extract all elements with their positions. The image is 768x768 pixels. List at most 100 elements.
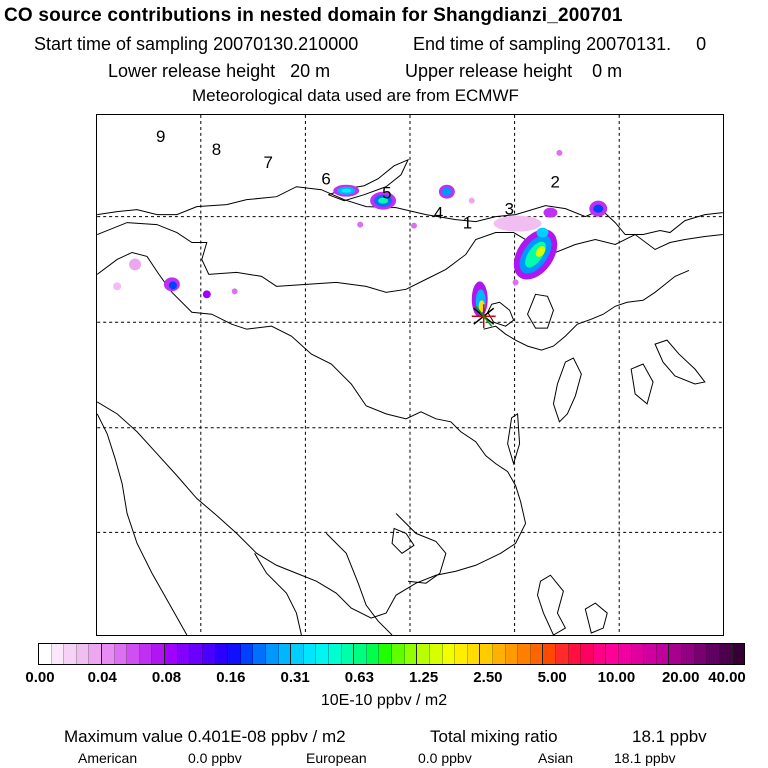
colorbar-segment bbox=[543, 644, 556, 664]
colorbar-segment bbox=[682, 644, 695, 664]
colorbar-segment bbox=[341, 644, 355, 664]
colorbar-segment bbox=[442, 644, 456, 664]
receptor-star-icon bbox=[471, 304, 496, 329]
colorbar-segment bbox=[417, 644, 430, 664]
colorbar-segment bbox=[492, 644, 506, 664]
colorbar-segment bbox=[316, 644, 330, 664]
total-mixing-label: Total mixing ratio bbox=[430, 727, 558, 746]
colorbar-tick-label: 0.04 bbox=[87, 669, 117, 686]
american-value: 0.0 ppbv bbox=[188, 750, 242, 766]
lower-release-height: Lower release height 20 m bbox=[108, 61, 331, 81]
colorbar-tick-label: 5.00 bbox=[537, 669, 567, 686]
colorbar-tick-label: 40.00 bbox=[708, 669, 746, 686]
colorbar-segment bbox=[39, 644, 52, 664]
colorbar-segment bbox=[76, 644, 90, 664]
colorbar-segment bbox=[593, 644, 607, 664]
colorbar-segment bbox=[228, 644, 241, 664]
region-label-1: 1 bbox=[463, 214, 472, 233]
colorbar-segment bbox=[379, 644, 393, 664]
blob-region-3 bbox=[493, 215, 542, 232]
colorbar-segment bbox=[202, 644, 216, 664]
region-label-5: 5 bbox=[382, 184, 391, 203]
colorbar-segment bbox=[480, 644, 493, 664]
colorbar-segment bbox=[366, 644, 380, 664]
colorbar-units: 10E-10 ppbv / m2 bbox=[320, 692, 448, 709]
colorbar-segment bbox=[64, 644, 77, 664]
colorbar-segment bbox=[114, 644, 128, 664]
colorbar-segment bbox=[505, 644, 519, 664]
colorbar-segment bbox=[606, 644, 620, 664]
sampling-start: Start time of sampling 20070130.210000 bbox=[34, 34, 359, 54]
region-label-4: 4 bbox=[434, 204, 443, 223]
colorbar-segment bbox=[644, 644, 657, 664]
colorbar-tick-label: 0.31 bbox=[280, 669, 310, 686]
total-mixing-value: 18.1 ppbv bbox=[632, 727, 707, 746]
colorbar-segment bbox=[631, 644, 645, 664]
colorbar-segment bbox=[429, 644, 443, 664]
colorbar-segment bbox=[619, 644, 632, 664]
colorbar-segment bbox=[291, 644, 304, 664]
colorbar-segment bbox=[303, 644, 317, 664]
colorbar-segment bbox=[694, 644, 708, 664]
colorbar-segment bbox=[215, 644, 229, 664]
colorbar-tick-label: 20.00 bbox=[661, 669, 700, 686]
colorbar-segment bbox=[253, 644, 266, 664]
colorbar-segment bbox=[568, 644, 582, 664]
american-label: American bbox=[78, 750, 138, 766]
colorbar-tick-label: 1.25 bbox=[409, 669, 439, 686]
concentration-blobs bbox=[113, 149, 608, 318]
region-labels: 9 8 7 6 5 4 1 3 2 bbox=[156, 127, 560, 233]
upper-release-height: Upper release height 0 m bbox=[405, 61, 623, 81]
max-value-label: Maximum value 0.401E-08 ppbv / m2 bbox=[64, 727, 346, 746]
chart-title: CO source contributions in nested domain… bbox=[4, 5, 623, 26]
colorbar-segment bbox=[102, 644, 115, 664]
region-label-2: 2 bbox=[550, 173, 559, 192]
colorbar-segment bbox=[127, 644, 140, 664]
colorbar-segment bbox=[656, 644, 670, 664]
colorbar-tick-label: 2.50 bbox=[473, 669, 503, 686]
colorbar-segment bbox=[240, 644, 254, 664]
region-label-9: 9 bbox=[156, 127, 165, 146]
region-label-7: 7 bbox=[264, 153, 273, 172]
colorbar-segment bbox=[177, 644, 191, 664]
sampling-end: End time of sampling 20070131. 0 bbox=[413, 34, 707, 54]
region-label-8: 8 bbox=[212, 140, 221, 159]
colorbar bbox=[38, 643, 745, 665]
colorbar-tick-label: 0.08 bbox=[151, 669, 182, 686]
asian-label: Asian bbox=[538, 750, 574, 766]
blob-region-2 bbox=[543, 207, 558, 218]
colorbar-segment bbox=[152, 644, 166, 664]
colorbar-segment bbox=[404, 644, 418, 664]
colorbar-segment bbox=[669, 644, 683, 664]
colorbar-segment bbox=[354, 644, 367, 664]
european-value: 0.0 ppbv bbox=[418, 750, 472, 766]
colorbar-segment bbox=[278, 644, 292, 664]
colorbar-segment bbox=[165, 644, 178, 664]
country-borders bbox=[97, 158, 723, 635]
colorbar-segment bbox=[707, 644, 720, 664]
colorbar-segment bbox=[139, 644, 153, 664]
map-panel: 9 8 7 6 5 4 1 3 2 bbox=[96, 114, 724, 636]
colorbar-segment bbox=[467, 644, 481, 664]
region-label-6: 6 bbox=[321, 170, 330, 189]
met-data-source: Meteorological data used are from ECMWF bbox=[192, 86, 519, 105]
colorbar-segment bbox=[51, 644, 65, 664]
colorbar-segment bbox=[89, 644, 103, 664]
colorbar-segment bbox=[732, 644, 745, 664]
colorbar-segment bbox=[530, 644, 544, 664]
colorbar-segment bbox=[518, 644, 531, 664]
colorbar-segment bbox=[455, 644, 468, 664]
colorbar-segment bbox=[190, 644, 203, 664]
colorbar-tick-label: 0.63 bbox=[344, 669, 374, 686]
colorbar-tick-label: 0.16 bbox=[216, 669, 246, 686]
colorbar-segment bbox=[555, 644, 569, 664]
colorbar-segment bbox=[329, 644, 342, 664]
colorbar-segment bbox=[265, 644, 279, 664]
asian-value: 18.1 ppbv bbox=[614, 750, 676, 766]
european-label: European bbox=[306, 750, 367, 766]
colorbar-tick-label: 10.00 bbox=[597, 669, 636, 686]
region-label-3: 3 bbox=[505, 200, 514, 219]
colorbar-segment bbox=[719, 644, 733, 664]
colorbar-segment bbox=[581, 644, 594, 664]
colorbar-tick-label: 0.00 bbox=[25, 669, 55, 686]
